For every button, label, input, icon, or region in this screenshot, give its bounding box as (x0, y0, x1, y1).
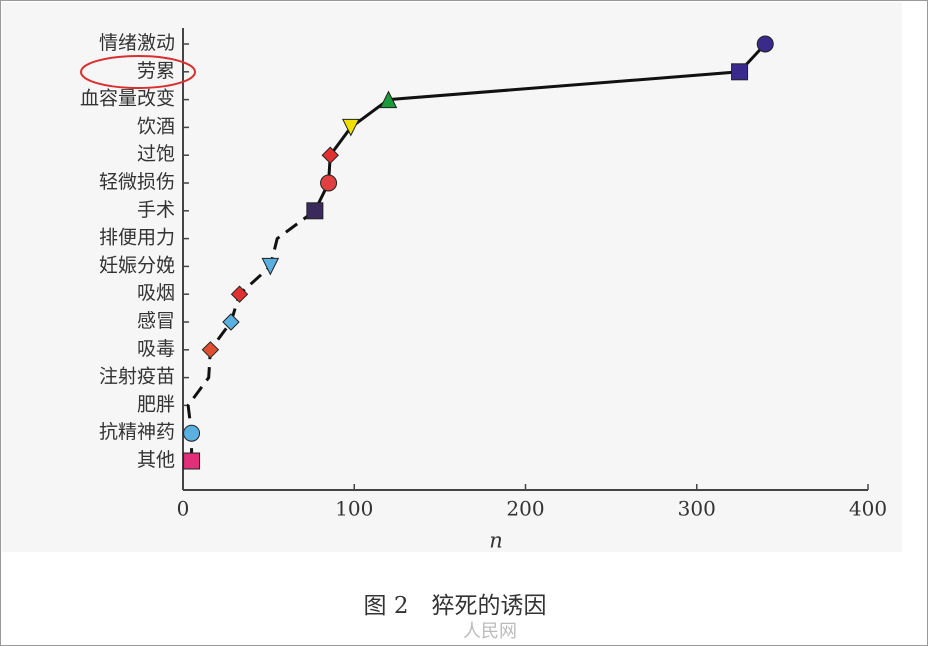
y-tick-label: 过饱 (137, 143, 175, 165)
marker (183, 452, 201, 470)
y-tick-label: 吸烟 (137, 282, 175, 304)
y-tick-label: 排便用力 (99, 227, 175, 249)
watermark: 人民网 (463, 621, 517, 642)
marker (321, 146, 339, 164)
line (186, 209, 316, 461)
y-tick-label: 感冒 (137, 310, 175, 332)
y-tick-label: 注射疫苗 (99, 366, 175, 388)
y-tick-label: 其他 (137, 449, 175, 471)
x-axis-label: n (489, 529, 503, 553)
x-tick-label: 400 (849, 497, 887, 521)
marker (320, 174, 338, 192)
y-tick-label: 劳累 (137, 60, 175, 82)
y-tick-label: 妊娠分娩 (99, 254, 175, 276)
y-tick-label: 手术 (137, 199, 175, 221)
x-tick-label: 0 (177, 497, 190, 521)
y-tick-label: 抗精神药 (99, 421, 175, 443)
marker (230, 285, 249, 303)
x-tick-label: 300 (678, 497, 716, 521)
marker (306, 202, 324, 220)
marker (342, 118, 360, 137)
marker (222, 313, 240, 331)
y-tick-label: 肥胖 (137, 393, 175, 415)
marker (731, 63, 749, 81)
y-tick-label: 血容量改变 (80, 88, 175, 110)
x-tick-label: 100 (335, 497, 373, 521)
y-tick-label: 吸毒 (137, 338, 175, 360)
annotation-circle (80, 55, 196, 89)
marker (756, 35, 774, 53)
marker (261, 257, 280, 276)
y-tick-label: 轻微损伤 (99, 171, 175, 193)
marker (201, 341, 220, 359)
y-tick-label: 情绪激动 (99, 32, 175, 54)
marker (379, 90, 398, 109)
caption: 图 2 猝死的诱因 (364, 593, 547, 619)
y-tick-label: 饮酒 (137, 115, 175, 137)
marker (183, 424, 201, 442)
x-tick-label: 200 (506, 497, 544, 521)
